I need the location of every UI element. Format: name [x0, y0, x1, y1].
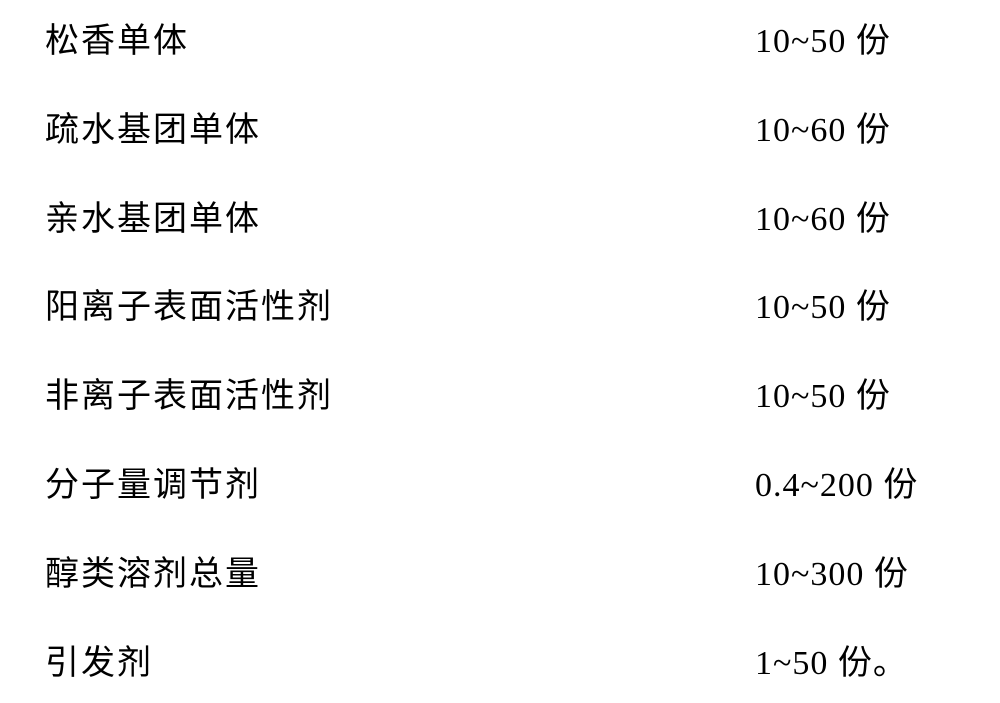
- ingredient-value: 10~300 份: [755, 555, 955, 596]
- ingredient-label: 亲水基团单体: [45, 200, 261, 241]
- ingredient-value: 1~50 份。: [755, 644, 955, 685]
- ingredient-label: 引发剂: [45, 644, 153, 685]
- ingredient-label: 非离子表面活性剂: [45, 377, 333, 418]
- ingredient-label: 阳离子表面活性剂: [45, 288, 333, 329]
- table-row: 醇类溶剂总量 10~300 份: [45, 555, 955, 596]
- ingredient-label: 醇类溶剂总量: [45, 555, 261, 596]
- table-row: 分子量调节剂 0.4~200 份: [45, 466, 955, 507]
- table-row: 引发剂 1~50 份。: [45, 644, 955, 685]
- ingredient-value: 10~60 份: [755, 200, 955, 241]
- table-row: 松香单体 10~50 份: [45, 22, 955, 63]
- table-row: 非离子表面活性剂 10~50 份: [45, 377, 955, 418]
- ingredient-label: 分子量调节剂: [45, 466, 261, 507]
- table-row: 亲水基团单体 10~60 份: [45, 200, 955, 241]
- ingredient-value: 10~50 份: [755, 288, 955, 329]
- ingredient-value: 10~50 份: [755, 377, 955, 418]
- table-row: 阳离子表面活性剂 10~50 份: [45, 288, 955, 329]
- ingredient-label: 松香单体: [45, 22, 189, 63]
- ingredient-label: 疏水基团单体: [45, 111, 261, 152]
- ingredient-value: 10~50 份: [755, 22, 955, 63]
- ingredient-value: 10~60 份: [755, 111, 955, 152]
- ingredient-value: 0.4~200 份: [755, 466, 955, 507]
- table-row: 疏水基团单体 10~60 份: [45, 111, 955, 152]
